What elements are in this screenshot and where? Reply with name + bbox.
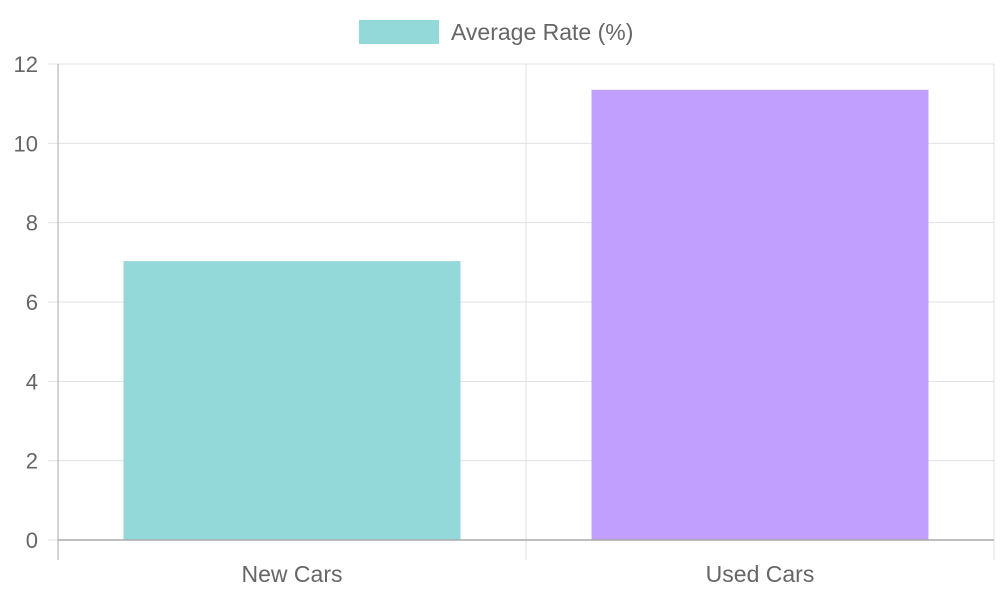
legend-label[interactable]: Average Rate (%) xyxy=(451,19,633,45)
bars xyxy=(123,89,929,541)
x-category-label: New Cars xyxy=(242,561,343,587)
legend[interactable]: Average Rate (%) xyxy=(359,19,633,45)
y-tick-label: 12 xyxy=(14,52,38,77)
y-tick-label: 4 xyxy=(26,369,38,394)
x-axis-category-labels: New Cars Used Cars xyxy=(242,561,815,587)
y-tick-label: 2 xyxy=(26,449,38,474)
y-tick-label: 0 xyxy=(26,528,38,553)
legend-swatch[interactable] xyxy=(359,20,439,44)
y-tick-label: 6 xyxy=(26,290,38,315)
y-tick-label: 8 xyxy=(26,211,38,236)
y-axis-tick-labels: 0 2 4 6 8 10 12 xyxy=(14,52,38,553)
bar-new-cars[interactable] xyxy=(123,261,461,540)
x-category-label: Used Cars xyxy=(706,561,815,587)
bar-used-cars[interactable] xyxy=(591,89,929,541)
y-tick-label: 10 xyxy=(14,131,38,156)
